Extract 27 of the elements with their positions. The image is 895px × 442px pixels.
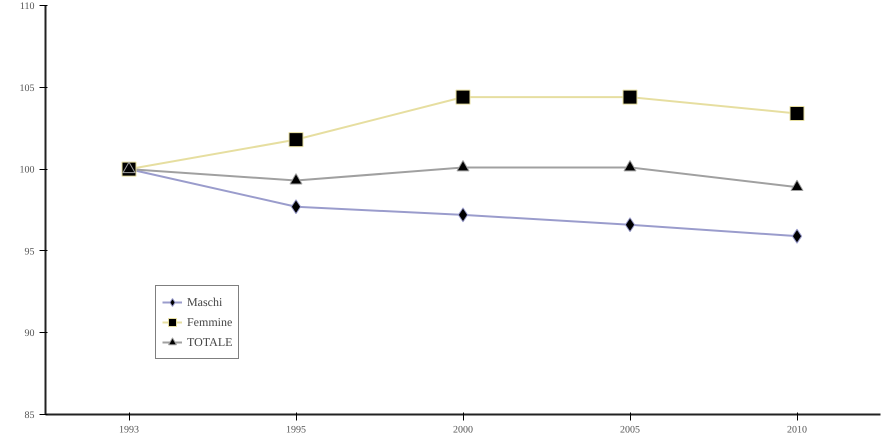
x-tick-label: 2000 [453,424,473,436]
point [122,162,136,174]
point [790,180,804,192]
y-tick-label: 105 [20,82,34,94]
point [288,132,304,148]
x-tick-label: 1995 [286,424,306,436]
y-tick-label: 95 [24,246,34,258]
y-tick-label: 85 [24,410,34,421]
point [458,207,468,222]
x-tick-label: 2005 [620,424,640,436]
y-tick-label: 90 [24,328,34,340]
x-tick-label: 2010 [787,424,807,436]
point [456,160,470,172]
legend-label: Femmine [187,314,232,330]
legend-label: Maschi [187,294,222,310]
point [622,90,638,105]
point [290,173,302,185]
x-tick-label: 1993 [119,424,139,436]
point [456,90,470,105]
point [790,106,804,121]
point [290,199,302,214]
point [624,160,636,172]
legend-label: TOTALE [187,334,232,350]
point [792,228,802,244]
y-tick-label: 110 [20,1,35,12]
point [624,217,636,232]
y-tick-label: 100 [20,164,34,176]
